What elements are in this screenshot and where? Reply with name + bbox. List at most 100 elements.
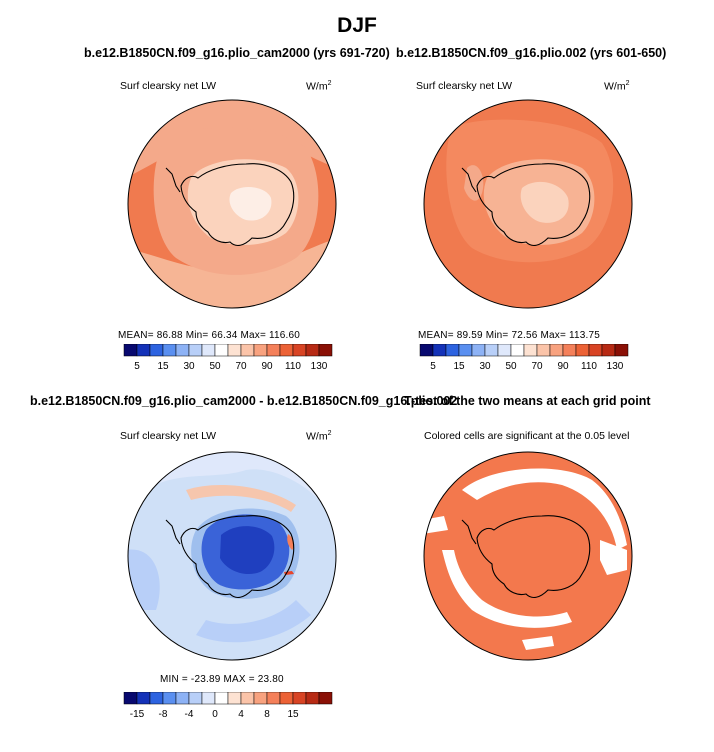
coastline xyxy=(165,163,295,247)
colorbar-tick-label: 110 xyxy=(581,361,597,372)
antarctic-plateau xyxy=(520,181,569,223)
panel-subtitle-case2: Surf clearsky net LW xyxy=(416,80,513,92)
colorbar-tick-label: 4 xyxy=(238,709,244,720)
colorbar-cell xyxy=(123,344,138,357)
colorbar-cell xyxy=(253,692,268,705)
colorbar-cell xyxy=(136,692,151,705)
map-ttest xyxy=(423,451,633,661)
diff-warm-spot xyxy=(287,534,295,550)
colorbar-cell xyxy=(240,692,255,705)
colorbar-tick-label: 90 xyxy=(261,361,273,372)
map-border xyxy=(423,99,633,309)
colorbar-tick-label: 0 xyxy=(212,709,218,720)
colorbar-cell xyxy=(279,344,294,357)
colorbar-cell xyxy=(484,344,499,357)
colorbar-tick-label: 110 xyxy=(285,361,301,372)
colorbar-cell xyxy=(510,344,525,357)
map-case1 xyxy=(127,99,337,309)
colorbar-tick-label: 130 xyxy=(311,361,328,372)
colorbar-cell xyxy=(614,344,629,357)
nonsig-south-patch xyxy=(522,636,554,650)
panel-units-diff: W/m2 xyxy=(306,430,332,443)
map-border xyxy=(127,451,337,661)
colorbar-cell xyxy=(419,344,434,357)
colorbar-tick-label: 70 xyxy=(235,361,247,372)
colorbar-cell xyxy=(279,692,294,705)
coastline xyxy=(461,163,591,247)
panel-title-ttest: T-test of the two means at each grid poi… xyxy=(404,394,651,408)
colorbar-cell xyxy=(292,344,307,357)
colorbar-tick-label: -15 xyxy=(130,709,145,720)
nonsig-east xyxy=(600,540,627,575)
colorbar-tick-label: 130 xyxy=(607,361,624,372)
colorbar-cell xyxy=(123,692,138,705)
colorbar-tick-label: 30 xyxy=(183,361,195,372)
colorbar-tick-label: 50 xyxy=(209,361,221,372)
colorbar-case2: 5 15 30 50 70 90 110 130 xyxy=(419,344,629,372)
colorbar-tick-label: 15 xyxy=(453,361,465,372)
colorbar-cell xyxy=(240,344,255,357)
colorbar-tick-label: 15 xyxy=(287,709,299,720)
colorbar-cell xyxy=(214,344,229,357)
colorbar-cell xyxy=(318,344,333,357)
colorbar-cell xyxy=(497,344,512,357)
colorbar-cell xyxy=(188,344,203,357)
colorbar-cell xyxy=(588,344,603,357)
colorbar-cell xyxy=(253,344,268,357)
map-border xyxy=(423,451,633,661)
colorbar-cell xyxy=(162,692,177,705)
colorbar-cell xyxy=(445,344,460,357)
colorbar-tick-label: -8 xyxy=(159,709,168,720)
colorbar-cell xyxy=(471,344,486,357)
colorbar-tick-label: 5 xyxy=(430,361,436,372)
stats-diff: MIN = -23.89 MAX = 23.80 xyxy=(160,674,284,685)
colorbar-cell xyxy=(432,344,447,357)
colorbar-cell xyxy=(305,692,320,705)
colorbar-cell xyxy=(601,344,616,357)
colorbar-tick-label: 15 xyxy=(157,361,169,372)
diff-south xyxy=(196,600,311,643)
colorbar-cell xyxy=(318,692,333,705)
colorbar-cell xyxy=(149,344,164,357)
map-diff xyxy=(127,451,337,661)
colorbar-cell xyxy=(188,692,203,705)
stats-case2: MEAN= 89.59 Min= 72.56 Max= 113.75 xyxy=(418,330,601,341)
colorbar-cell xyxy=(214,692,229,705)
colorbar-tick-label: 50 xyxy=(505,361,517,372)
colorbar-cell xyxy=(162,344,177,357)
colorbar-cell xyxy=(292,692,307,705)
colorbar-cell xyxy=(536,344,551,357)
colorbar-cell xyxy=(458,344,473,357)
colorbar-tick-label: 70 xyxy=(531,361,543,372)
colorbar-cell xyxy=(227,344,242,357)
antarctic-plateau xyxy=(229,186,272,221)
colorbar-cell xyxy=(266,344,281,357)
colorbar-cell xyxy=(523,344,538,357)
panel-title-case2: b.e12.B1850CN.f09_g16.plio.002 (yrs 601-… xyxy=(396,46,667,60)
colorbar-case1: 5 15 30 50 70 90 110 130 xyxy=(123,344,333,372)
colorbar-cell xyxy=(549,344,564,357)
colorbar-cell xyxy=(149,692,164,705)
colorbar-cell xyxy=(175,692,190,705)
coastline xyxy=(165,515,295,599)
colorbar-cell xyxy=(266,692,281,705)
panel-title-case1: b.e12.B1850CN.f09_g16.plio_cam2000 (yrs … xyxy=(84,46,390,60)
colorbar-cell xyxy=(305,344,320,357)
colorbar-tick-label: 5 xyxy=(134,361,140,372)
panel-title-diff: b.e12.B1850CN.f09_g16.plio_cam2000 - b.e… xyxy=(30,394,458,408)
colorbar-cell xyxy=(562,344,577,357)
panel-units-case2: W/m2 xyxy=(604,80,630,93)
colorbar-tick-label: 30 xyxy=(479,361,491,372)
nonsig-arc-north xyxy=(462,468,627,550)
colorbar-tick-label: 90 xyxy=(557,361,569,372)
colorbar-tick-label: 8 xyxy=(264,709,270,720)
colorbar-cell xyxy=(136,344,151,357)
diff-warm-arc xyxy=(186,485,296,512)
colorbar-cell xyxy=(227,692,242,705)
panel-subtitle-case1: Surf clearsky net LW xyxy=(120,80,217,92)
stats-case1: MEAN= 86.88 Min= 66.34 Max= 116.60 xyxy=(118,330,301,341)
colorbar-tick-label: -4 xyxy=(185,709,194,720)
map-border xyxy=(127,99,337,309)
panel-subtitle-diff: Surf clearsky net LW xyxy=(120,430,217,442)
colorbar-cell xyxy=(201,344,216,357)
